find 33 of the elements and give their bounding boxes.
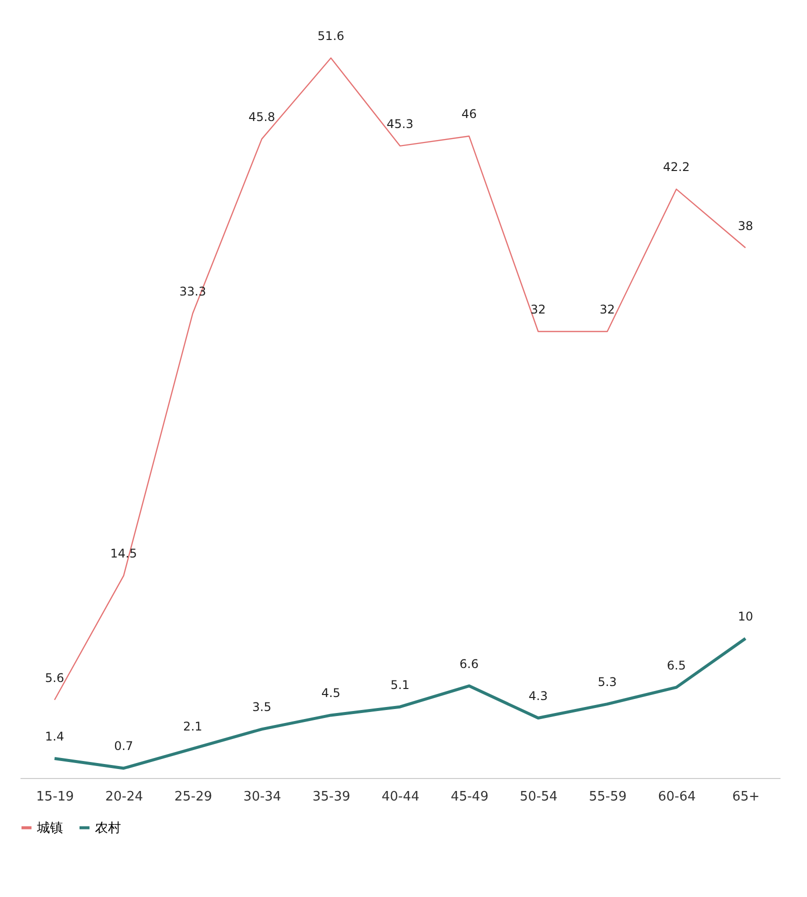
data-label: 42.2 — [663, 160, 690, 174]
legend-label: 农村 — [95, 820, 121, 836]
data-label: 38 — [738, 218, 754, 233]
data-label: 45.3 — [386, 116, 414, 131]
x-tick-label: 25-29 — [174, 790, 212, 804]
data-label: 2.1 — [183, 720, 202, 734]
data-label: 5.1 — [390, 678, 410, 692]
x-tick-label: 45-49 — [450, 790, 488, 804]
data-label: 5.3 — [598, 675, 617, 690]
data-label: 10 — [738, 609, 754, 624]
data-label: 1.4 — [45, 729, 64, 744]
data-label: 6.5 — [666, 658, 686, 672]
legend-label: 城镇 — [36, 820, 63, 836]
data-label: 5.6 — [45, 670, 64, 685]
data-label: 3.5 — [252, 700, 272, 714]
x-tick-label: 40-44 — [382, 790, 420, 804]
x-tick-label: 65+ — [732, 790, 760, 804]
data-label: 6.6 — [460, 656, 479, 671]
data-label: 46 — [461, 107, 477, 122]
data-label: 51.6 — [318, 29, 344, 43]
data-label: 32 — [530, 302, 546, 316]
x-tick-label: 50-54 — [520, 790, 558, 804]
x-tick-label: 15-19 — [36, 790, 74, 804]
data-label: 45.8 — [248, 110, 276, 124]
x-tick-label: 60-64 — [658, 790, 696, 804]
x-tick-label: 35-39 — [312, 790, 350, 804]
x-tick-label: 55-59 — [588, 790, 627, 804]
data-label: 32 — [600, 302, 615, 316]
data-label: 0.7 — [114, 739, 134, 754]
x-tick-label: 30-34 — [243, 790, 282, 804]
x-tick-label: 20-24 — [105, 790, 144, 804]
data-label: 4.5 — [321, 686, 340, 700]
data-label: 4.3 — [528, 689, 548, 703]
